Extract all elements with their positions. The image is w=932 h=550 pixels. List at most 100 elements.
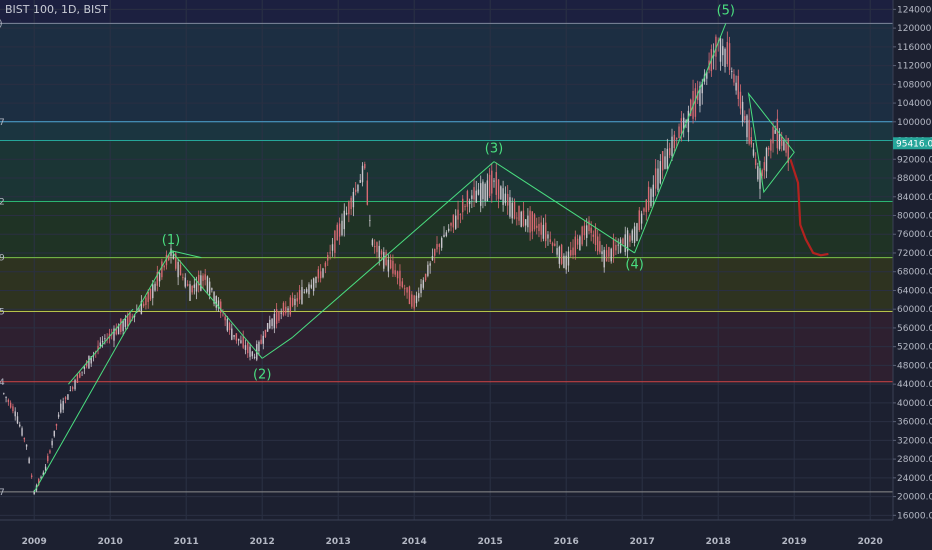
candle-body <box>74 379 76 390</box>
x-tick-label: 2020 <box>858 537 883 547</box>
candle-body <box>310 284 313 288</box>
candle-body <box>126 314 129 327</box>
candle-body <box>217 300 220 309</box>
candle-body <box>536 225 538 228</box>
candle-body <box>741 101 744 123</box>
candle-body <box>111 334 113 336</box>
candle-body <box>30 475 33 477</box>
wave-line <box>261 336 293 359</box>
candle-body <box>193 284 196 288</box>
candle-body <box>654 168 657 189</box>
candle-body <box>204 274 206 280</box>
candle-body <box>131 316 133 318</box>
candle-body <box>588 220 590 232</box>
candle-body <box>754 159 757 166</box>
candle-body <box>484 183 486 201</box>
x-tick-label: 2014 <box>402 537 427 547</box>
candle-body <box>158 272 161 282</box>
candle-body <box>399 270 401 287</box>
candle-body <box>576 238 579 245</box>
candle-body <box>21 428 23 436</box>
candle-body <box>324 262 327 267</box>
candle-body <box>191 285 193 293</box>
candle-body <box>624 234 626 253</box>
candle-body <box>612 238 615 257</box>
candle-body <box>722 46 724 56</box>
y-tick-label: 104000.00 <box>897 99 932 109</box>
candle-body <box>387 259 390 272</box>
candle-body <box>579 236 581 251</box>
y-tick-label: 108000.00 <box>897 80 932 90</box>
fib-zone <box>0 201 893 258</box>
wave-line <box>634 23 727 254</box>
candle-body <box>369 220 371 222</box>
candle-body <box>617 244 619 246</box>
candle-body <box>509 197 511 217</box>
x-tick-label: 2015 <box>478 537 503 547</box>
candle-body <box>411 294 413 307</box>
candle-body <box>610 248 612 262</box>
candle-body <box>383 252 385 269</box>
price-tag-box <box>893 137 932 150</box>
wave-line <box>170 250 263 359</box>
candle-body <box>44 466 47 471</box>
candle-body <box>40 476 42 479</box>
wave-label: (2) <box>253 368 271 383</box>
candle-body <box>51 440 53 446</box>
y-tick-label: 60000.00 <box>897 305 932 315</box>
candle-body <box>38 479 40 485</box>
candle-body <box>431 256 434 261</box>
candle-body <box>170 248 172 256</box>
candle-body <box>427 264 429 276</box>
candle-body <box>761 170 763 177</box>
fib-zone <box>0 121 893 141</box>
candle-body <box>275 309 278 324</box>
candle-body <box>415 295 418 304</box>
wave-line <box>292 161 495 338</box>
candle-body <box>666 148 669 170</box>
candle-body <box>352 191 355 208</box>
candle-body <box>264 329 267 337</box>
candle-body <box>696 91 699 101</box>
candle-body <box>701 82 703 94</box>
x-tick-label: 2012 <box>250 537 275 547</box>
candle-body <box>260 339 262 344</box>
candle-body <box>778 133 781 150</box>
fib-levels <box>0 22 893 493</box>
candle-body <box>104 338 106 340</box>
candle-body <box>138 309 140 312</box>
candle-body <box>152 284 154 299</box>
candle-body <box>189 284 191 301</box>
y-tick-label: 28000.00 <box>897 455 932 465</box>
candle-body <box>475 190 477 203</box>
candle-body <box>652 184 655 197</box>
y-tick-label: 100000.00 <box>897 118 932 128</box>
x-tick-label: 2010 <box>98 537 123 547</box>
candle-body <box>563 255 565 268</box>
candle-body <box>719 38 722 62</box>
wave-labels: (1) (2) (3) (4) (5) <box>162 3 735 382</box>
candle-body <box>301 287 303 304</box>
candle-body <box>71 387 74 389</box>
candle-body <box>67 394 69 400</box>
candle-body <box>291 297 294 306</box>
candle-body <box>440 238 443 248</box>
candle-body <box>396 271 399 279</box>
candle-body <box>378 245 380 258</box>
left-level-tag: 5 <box>0 308 5 318</box>
x-tick-label: 2013 <box>326 537 351 547</box>
candle-body <box>228 322 231 331</box>
candle-body <box>90 356 92 364</box>
candle-body <box>565 255 567 270</box>
candle-body <box>744 116 746 120</box>
candle-body <box>19 424 21 427</box>
candle-body <box>748 119 750 144</box>
y-tick-label: 116000.00 <box>897 43 932 53</box>
candle-body <box>694 88 697 117</box>
candle-body <box>55 423 58 426</box>
candle-body <box>497 179 500 199</box>
y-tick-label: 124000.00 <box>897 5 932 15</box>
candle-body <box>184 277 186 287</box>
